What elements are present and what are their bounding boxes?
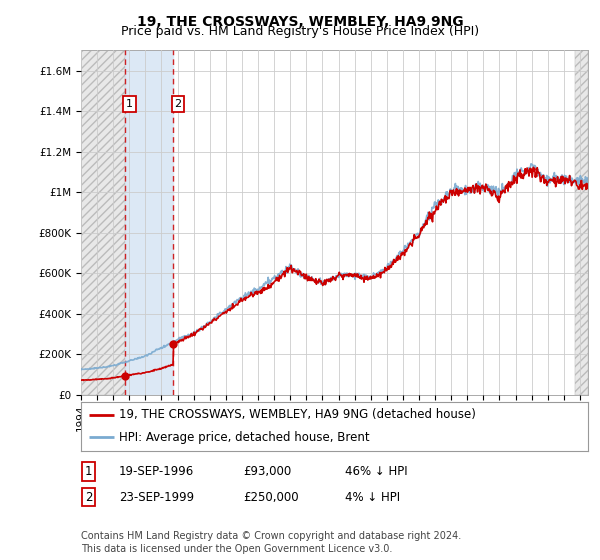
Bar [575, 50, 588, 395]
Text: HPI: Average price, detached house, Brent: HPI: Average price, detached house, Bren… [119, 431, 370, 444]
Text: £93,000: £93,000 [243, 465, 291, 478]
Text: 1: 1 [126, 99, 133, 109]
Bar [575, 50, 588, 395]
Text: 4% ↓ HPI: 4% ↓ HPI [345, 491, 400, 504]
Text: Contains HM Land Registry data © Crown copyright and database right 2024.
This d: Contains HM Land Registry data © Crown c… [81, 531, 461, 554]
Text: 1: 1 [85, 465, 92, 478]
Text: Price paid vs. HM Land Registry's House Price Index (HPI): Price paid vs. HM Land Registry's House … [121, 25, 479, 38]
Bar [81, 50, 125, 395]
Text: 19, THE CROSSWAYS, WEMBLEY, HA9 9NG: 19, THE CROSSWAYS, WEMBLEY, HA9 9NG [137, 15, 463, 29]
Text: 19-SEP-1996: 19-SEP-1996 [119, 465, 194, 478]
Text: 2: 2 [175, 99, 181, 109]
Text: 23-SEP-1999: 23-SEP-1999 [119, 491, 194, 504]
Text: £250,000: £250,000 [243, 491, 299, 504]
Bar [125, 50, 173, 395]
Bar [81, 50, 125, 395]
Text: 46% ↓ HPI: 46% ↓ HPI [345, 465, 407, 478]
Text: 2: 2 [85, 491, 92, 504]
Text: 19, THE CROSSWAYS, WEMBLEY, HA9 9NG (detached house): 19, THE CROSSWAYS, WEMBLEY, HA9 9NG (det… [119, 408, 476, 421]
